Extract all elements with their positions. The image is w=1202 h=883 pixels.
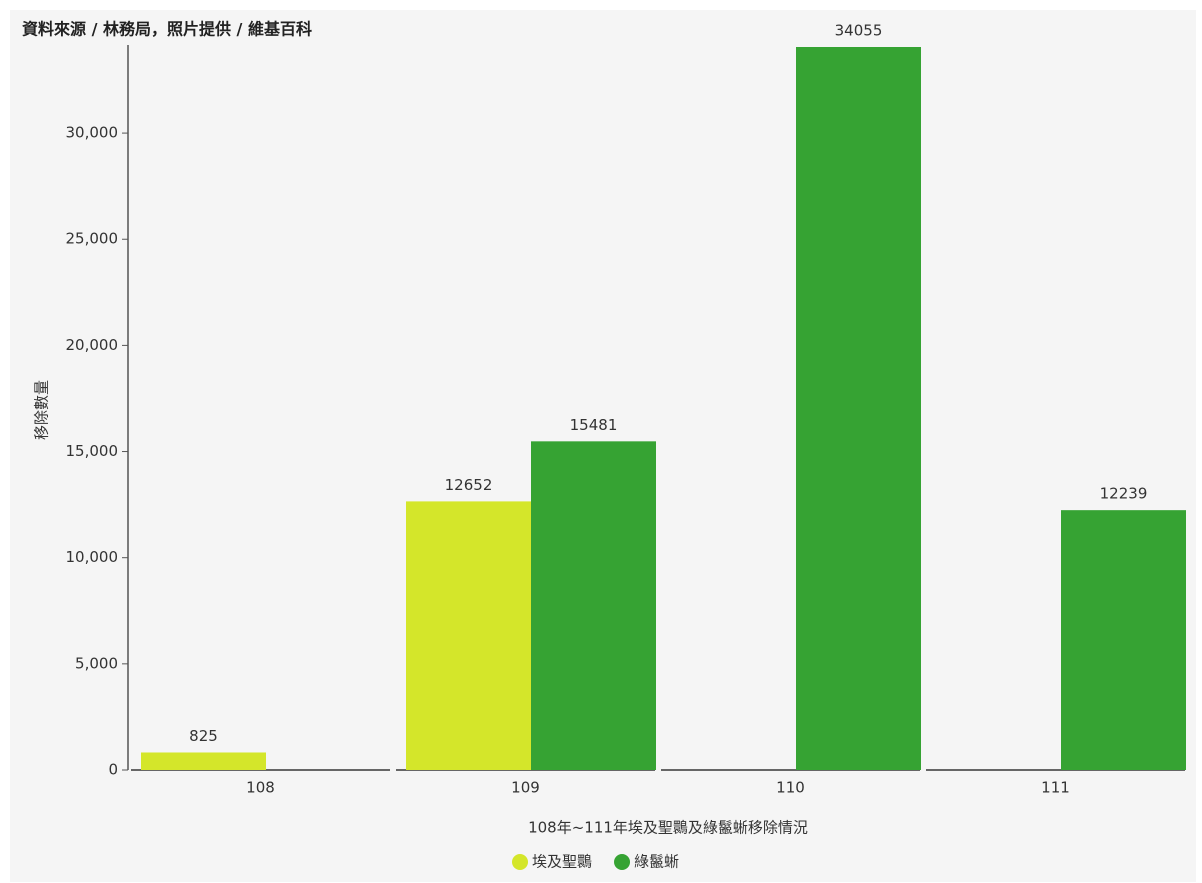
legend-swatch: [614, 854, 630, 870]
y-tick-label: 20,000: [66, 336, 119, 354]
y-tick-label: 30,000: [66, 124, 119, 142]
x-axis-title: 108年~111年埃及聖䴉及綠鬣蜥移除情況: [528, 819, 808, 837]
y-tick-label: 25,000: [66, 230, 119, 248]
y-tick-label: 15,000: [66, 442, 119, 460]
bar: [531, 441, 656, 770]
y-axis-title: 移除數量: [33, 380, 51, 440]
y-tick-label: 0: [108, 761, 118, 779]
legend-label: 綠鬣蜥: [634, 853, 679, 871]
y-tick-label: 10,000: [66, 548, 119, 566]
x-tick-label: 109: [511, 779, 540, 797]
chart-title: 資料來源 / 林務局，照片提供 / 維基百科: [22, 20, 312, 39]
x-tick-label: 111: [1041, 779, 1070, 797]
bar: [406, 501, 531, 770]
data-label: 12239: [1100, 485, 1148, 503]
bar: [141, 752, 266, 770]
data-label: 12652: [445, 476, 493, 494]
bar: [1061, 510, 1186, 770]
x-tick-label: 110: [776, 779, 805, 797]
data-label: 34055: [835, 22, 883, 40]
y-tick-label: 5,000: [75, 654, 118, 672]
legend-label: 埃及聖䴉: [532, 853, 592, 871]
bar: [796, 47, 921, 770]
data-label: 825: [189, 727, 218, 745]
legend-swatch: [512, 854, 528, 870]
x-tick-label: 108: [246, 779, 275, 797]
data-label: 15481: [570, 416, 618, 434]
chart: 資料來源 / 林務局，照片提供 / 維基百科 108年~111年埃及聖䴉及綠鬣蜥…: [0, 0, 1202, 883]
